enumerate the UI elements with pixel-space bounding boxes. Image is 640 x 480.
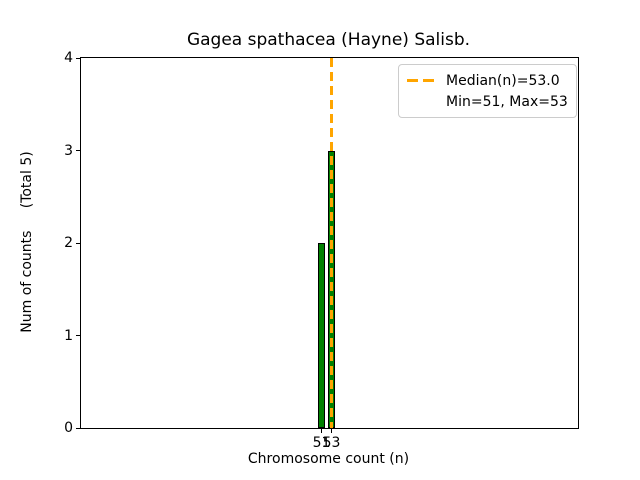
y-tick-label-1: 1 — [64, 327, 73, 344]
bar-51 — [318, 243, 326, 428]
y-tick-label-4: 4 — [64, 50, 73, 66]
x-tick-53 — [330, 429, 332, 433]
plot-area — [80, 57, 579, 429]
y-tick-2 — [76, 242, 80, 244]
x-tick-label-53: 53 — [322, 435, 341, 451]
legend: Median(n)=53.0 Min=51, Max=53 — [398, 64, 577, 118]
legend-item-median: Median(n)=53.0 — [407, 70, 568, 91]
x-axis-label: Chromosome count (n) — [247, 451, 410, 467]
y-tick-0 — [76, 427, 80, 429]
y-tick-4 — [76, 57, 80, 59]
y-axis-label: Num of counts (Total 5) — [19, 151, 35, 333]
y-tick-label-2: 2 — [64, 235, 73, 251]
y-tick-3 — [76, 150, 80, 151]
median-dashed-line-swatch — [407, 79, 434, 82]
median-line — [329, 58, 333, 428]
x-tick-51 — [321, 429, 323, 433]
y-tick-label-3: 3 — [64, 142, 73, 159]
legend-item-minmax: Min=51, Max=53 — [407, 91, 568, 112]
legend-label-minmax: Min=51, Max=53 — [446, 93, 568, 110]
legend-label-median: Median(n)=53.0 — [446, 72, 560, 89]
x-tick-label-51: 51 — [312, 435, 331, 451]
y-tick-label-0: 0 — [64, 420, 73, 436]
y-tick-1 — [76, 335, 80, 336]
legend-swatch-spacer — [407, 100, 434, 103]
chart-title: Gagea spathacea (Hayne) Salisb. — [186, 30, 471, 50]
